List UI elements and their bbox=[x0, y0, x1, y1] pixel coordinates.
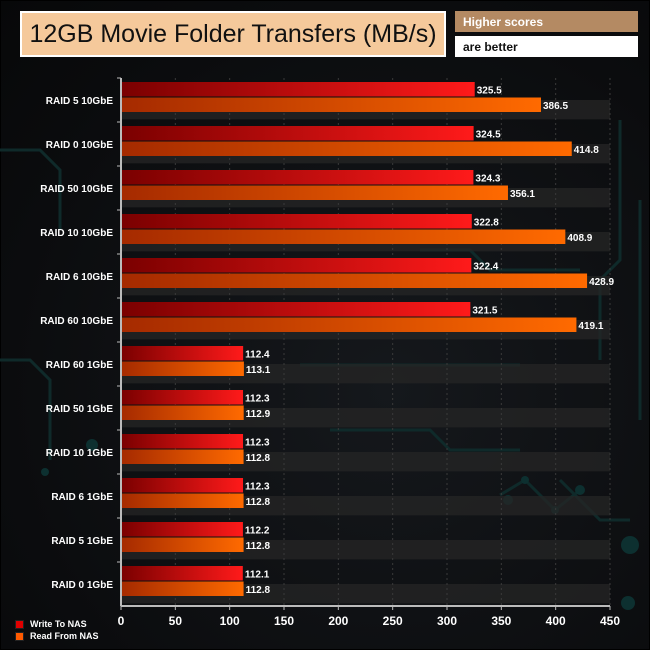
data-label: 112.4 bbox=[245, 350, 270, 361]
legend-write: Write To NAS bbox=[15, 619, 87, 629]
bar-write bbox=[121, 566, 243, 581]
data-label: 324.3 bbox=[475, 174, 500, 185]
x-tick-label: 50 bbox=[169, 614, 183, 628]
x-tick-label: 400 bbox=[546, 614, 566, 628]
bar-read bbox=[121, 581, 244, 596]
chart-title: 12GB Movie Folder Transfers (MB/s) bbox=[20, 11, 446, 57]
category-label: RAID 60 1GbE bbox=[46, 360, 114, 371]
x-tick-label: 250 bbox=[383, 614, 403, 628]
bar-write bbox=[121, 478, 244, 493]
category-label: RAID 60 10GbE bbox=[40, 316, 113, 327]
circuit-trace bbox=[558, 478, 630, 522]
data-label: 112.1 bbox=[245, 570, 270, 581]
x-tick-label: 200 bbox=[328, 614, 348, 628]
circuit-node bbox=[621, 536, 639, 554]
data-label: 112.9 bbox=[246, 409, 271, 420]
data-label: 112.3 bbox=[245, 438, 270, 449]
category-label: RAID 10 1GbE bbox=[46, 448, 114, 459]
bar-write bbox=[121, 522, 243, 537]
category-label: RAID 50 10GbE bbox=[40, 184, 113, 195]
data-label: 408.9 bbox=[567, 233, 592, 244]
bar-write bbox=[121, 302, 471, 317]
bar-read bbox=[121, 273, 588, 288]
bar-read bbox=[121, 493, 244, 508]
x-tick-label: 100 bbox=[220, 614, 240, 628]
circuit-node bbox=[521, 476, 529, 484]
bar-read bbox=[121, 361, 244, 376]
category-label: RAID 0 10GbE bbox=[46, 140, 114, 151]
legend-write-label: Write To NAS bbox=[30, 619, 87, 629]
data-label: 113.1 bbox=[246, 365, 271, 376]
x-tick-label: 0 bbox=[118, 614, 125, 628]
bar-write bbox=[121, 82, 475, 97]
data-label: 112.3 bbox=[245, 482, 270, 493]
bar-write bbox=[121, 214, 472, 229]
bar-read bbox=[121, 405, 244, 420]
data-label: 112.3 bbox=[245, 394, 270, 405]
category-label: RAID 10 10GbE bbox=[40, 228, 113, 239]
data-label: 322.8 bbox=[474, 218, 499, 229]
data-label: 325.5 bbox=[477, 86, 502, 97]
category-label: RAID 6 10GbE bbox=[46, 272, 114, 283]
bar-write bbox=[121, 126, 474, 141]
circuit-trace bbox=[0, 148, 62, 230]
legend-write-swatch bbox=[15, 619, 24, 629]
legend-read-label: Read From NAS bbox=[30, 631, 99, 641]
data-label: 386.5 bbox=[543, 101, 568, 112]
category-label: RAID 6 1GbE bbox=[51, 492, 113, 503]
bar-write bbox=[121, 346, 244, 361]
data-label: 322.4 bbox=[473, 262, 498, 273]
legend-read-swatch bbox=[15, 631, 24, 641]
bar-read bbox=[121, 317, 577, 332]
bar-read bbox=[121, 141, 572, 156]
data-label: 112.8 bbox=[246, 497, 271, 508]
data-label: 321.5 bbox=[472, 306, 497, 317]
circuit-trace bbox=[330, 428, 520, 452]
x-tick-label: 450 bbox=[600, 614, 620, 628]
bars: 325.5 386.5 324.5 414.8 324.3 356.1 322.8 408.9… bbox=[121, 82, 615, 596]
bar-write bbox=[121, 390, 244, 405]
bar-read bbox=[121, 185, 508, 200]
legend-read: Read From NAS bbox=[15, 631, 99, 641]
bar-write bbox=[121, 434, 244, 449]
axes: RAID 5 10GbE RAID 0 10GbE RAID 50 10GbE RAI… bbox=[40, 77, 620, 628]
bar-read bbox=[121, 97, 541, 112]
data-label: 112.8 bbox=[246, 585, 271, 596]
circuit-node bbox=[86, 439, 98, 451]
data-label: 428.9 bbox=[589, 277, 614, 288]
higher-scores-note: Higher scores bbox=[455, 11, 638, 32]
category-label: RAID 5 10GbE bbox=[46, 96, 114, 107]
bar-read bbox=[121, 449, 244, 464]
data-label: 112.8 bbox=[246, 541, 271, 552]
data-label: 356.1 bbox=[510, 189, 535, 200]
x-tick-label: 350 bbox=[491, 614, 511, 628]
circuit-node bbox=[575, 485, 585, 495]
bar-read bbox=[121, 537, 244, 552]
x-tick-label: 300 bbox=[437, 614, 457, 628]
data-label: 414.8 bbox=[574, 145, 599, 156]
category-label: RAID 0 1GbE bbox=[51, 580, 113, 591]
category-label: RAID 50 1GbE bbox=[46, 404, 114, 415]
are-better-note: are better bbox=[455, 36, 638, 57]
x-tick-label: 150 bbox=[274, 614, 294, 628]
data-label: 324.5 bbox=[476, 130, 501, 141]
category-label: RAID 5 1GbE bbox=[51, 536, 113, 547]
bar-read bbox=[121, 229, 566, 244]
circuit-trace bbox=[0, 358, 52, 460]
data-label: 419.1 bbox=[578, 321, 603, 332]
bar-write bbox=[121, 258, 472, 273]
bar-write bbox=[121, 170, 474, 185]
data-label: 112.2 bbox=[245, 526, 270, 537]
data-label: 112.8 bbox=[246, 453, 271, 464]
circuit-node bbox=[41, 468, 49, 476]
circuit-node bbox=[621, 596, 635, 610]
